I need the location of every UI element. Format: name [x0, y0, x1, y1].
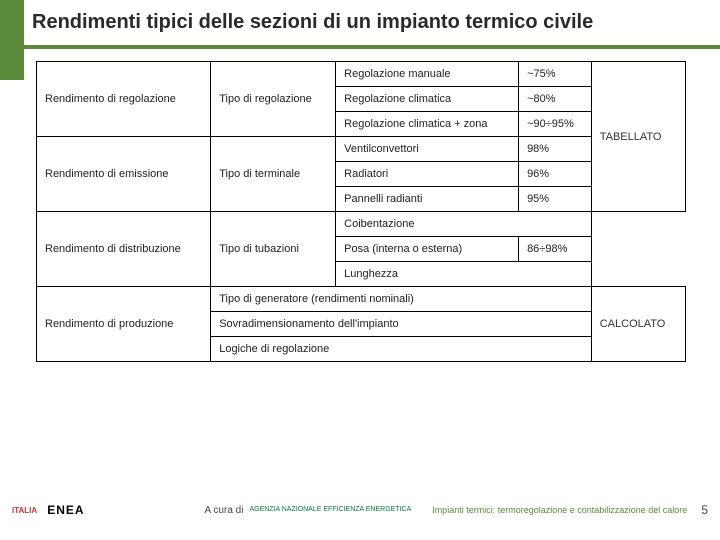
italia-logo: ITALIA: [12, 496, 37, 524]
group-label: Rendimento di regolazione: [37, 62, 211, 137]
note-calcolato: CALCOLATO: [591, 287, 685, 362]
group-label: Rendimento di produzione: [37, 287, 211, 362]
cell: Coibentazione: [336, 212, 592, 237]
cell: Regolazione climatica + zona: [336, 112, 519, 137]
footer-caption: Impianti termici: termoregolazione e con…: [432, 505, 687, 516]
footer: ITALIA ENEA A cura di AGENZIA NAZIONALE …: [0, 480, 720, 540]
cell: 95%: [519, 187, 592, 212]
cell: ~75%: [519, 62, 592, 87]
logo-row: ITALIA ENEA: [12, 496, 85, 524]
efficiency-table: Rendimento di regolazione Tipo di regola…: [36, 61, 686, 362]
group-label: Rendimento di emissione: [37, 137, 211, 212]
empty: [591, 212, 685, 287]
cell: 86÷98%: [519, 237, 592, 262]
cell: 98%: [519, 137, 592, 162]
cell: Lunghezza: [336, 262, 592, 287]
group-label: Rendimento di distribuzione: [37, 212, 211, 287]
enea-logo: ENEA: [47, 496, 84, 524]
cell: Pannelli radianti: [336, 187, 519, 212]
note-tabellato: TABELLATO: [591, 62, 685, 212]
cell: Posa (interna o esterna): [336, 237, 519, 262]
page-title: Rendimenti tipici delle sezioni di un im…: [32, 10, 720, 35]
page-number: 5: [701, 503, 708, 517]
agency-label: AGENZIA NAZIONALE EFFICIENZA ENERGETICA: [249, 506, 411, 514]
cell: Radiatori: [336, 162, 519, 187]
subgroup-label: Tipo di tubazioni: [211, 212, 336, 287]
cell: Logiche di regolazione: [211, 337, 592, 362]
cell: ~90÷95%: [519, 112, 592, 137]
a-cura-di-label: A cura di: [205, 505, 244, 516]
accent-bar: [0, 0, 24, 80]
subgroup-label: Tipo di terminale: [211, 137, 336, 212]
subgroup-label: Tipo di regolazione: [211, 62, 336, 137]
cell: ~80%: [519, 87, 592, 112]
cell: Regolazione climatica: [336, 87, 519, 112]
cell: Sovradimensionamento dell'impianto: [211, 312, 592, 337]
cell: Regolazione manuale: [336, 62, 519, 87]
title-block: Rendimenti tipici delle sezioni di un im…: [0, 0, 720, 49]
cell: Ventilconvettori: [336, 137, 519, 162]
cell: Tipo di generatore (rendimenti nominali): [211, 287, 592, 312]
cell: 96%: [519, 162, 592, 187]
